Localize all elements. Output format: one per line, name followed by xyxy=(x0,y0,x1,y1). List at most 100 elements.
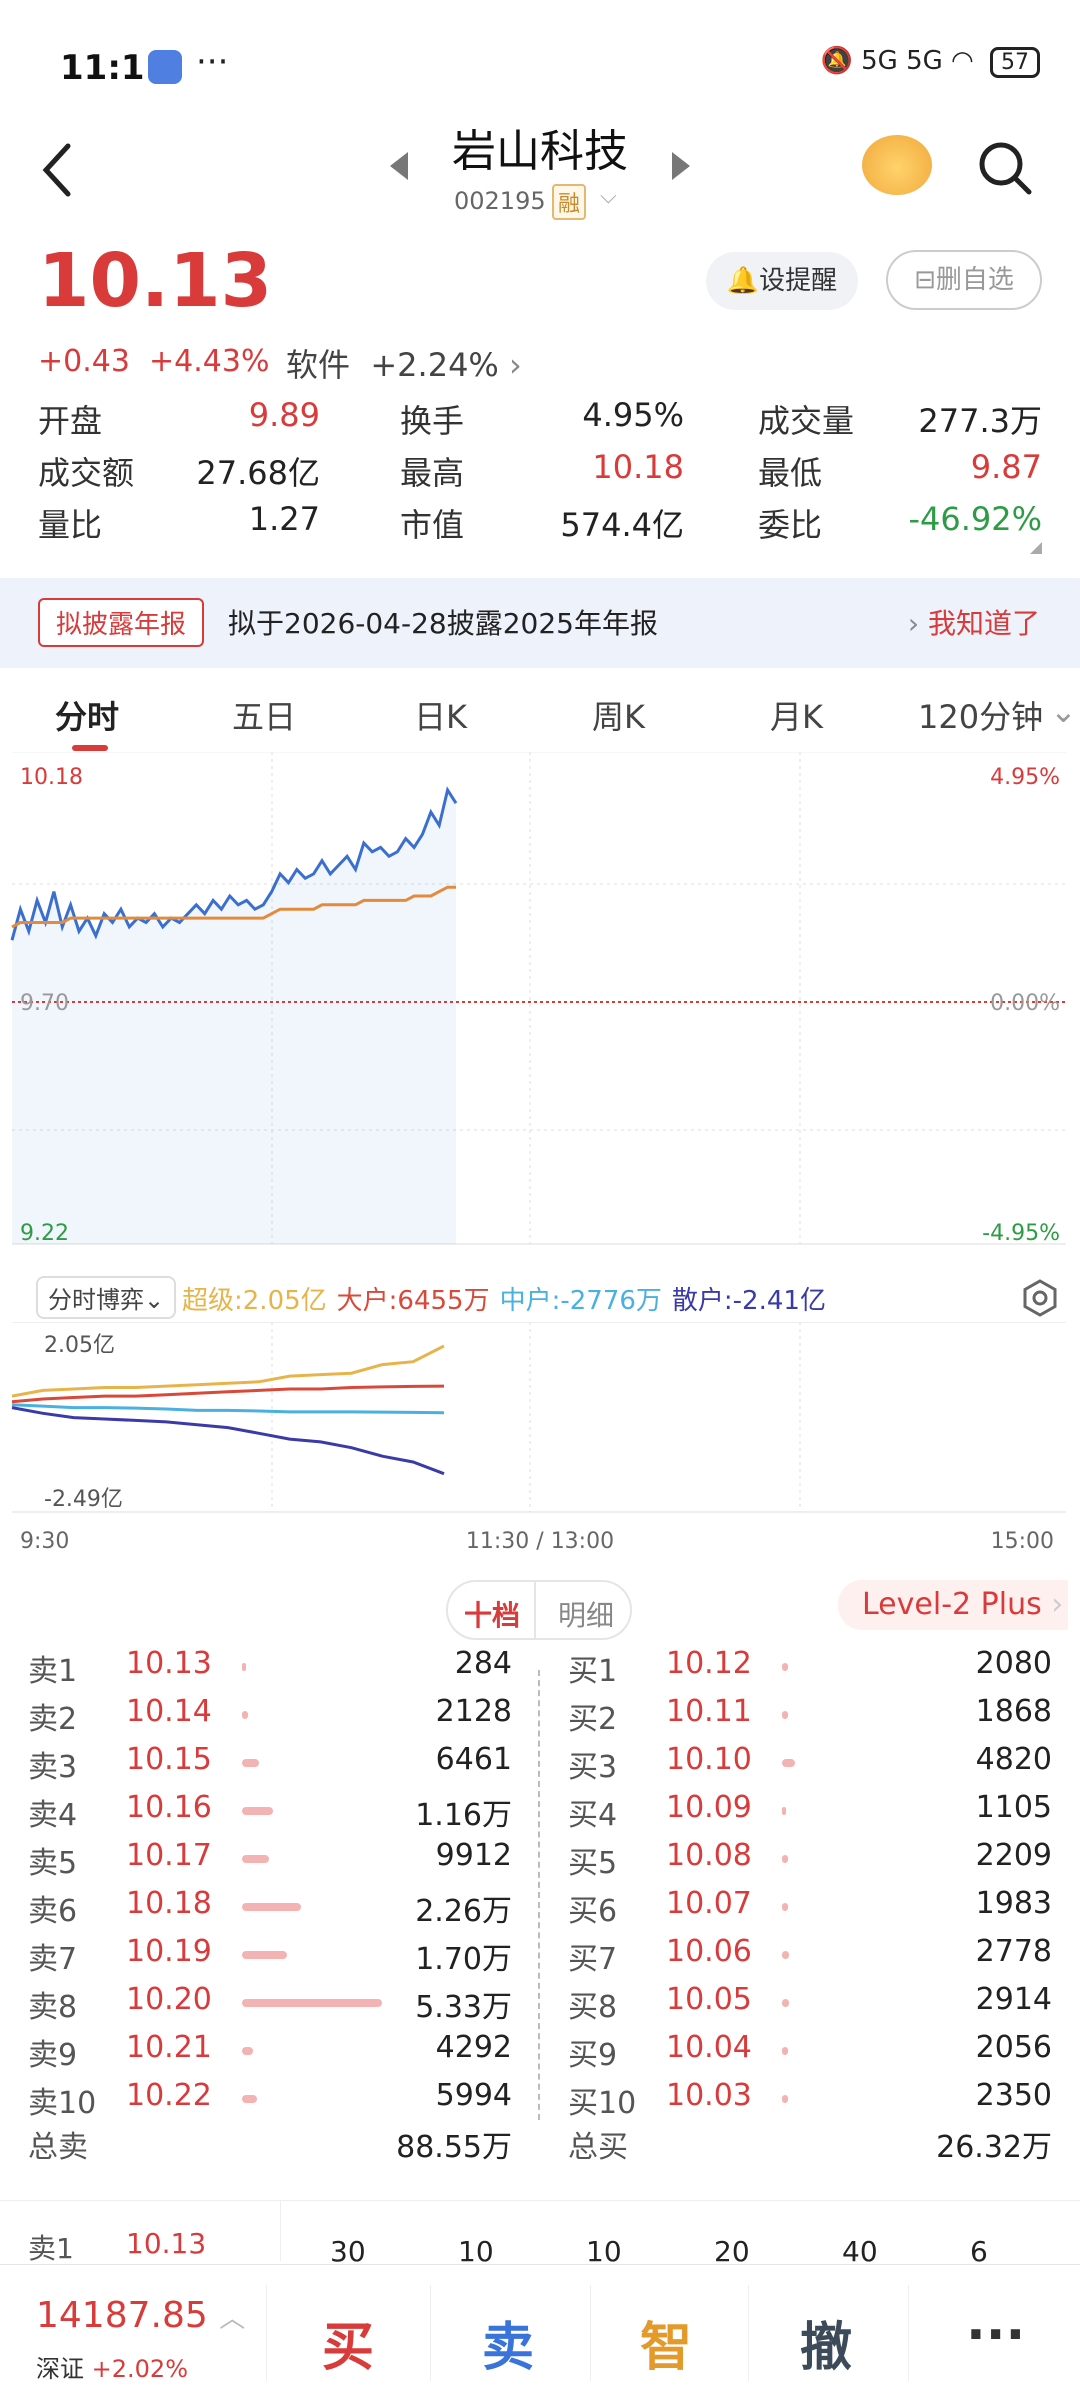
app-notification-icon xyxy=(148,50,182,84)
flow-series-line xyxy=(11,1384,445,1404)
tick-queue-row: 卖1 10.13 30 10 10 20 40 6 xyxy=(0,2200,1080,2268)
volume-bar xyxy=(782,1711,788,1719)
back-icon[interactable] xyxy=(38,140,78,200)
intraday-chart[interactable]: 10.18 9.70 9.22 4.95% 0.00% -4.95% xyxy=(0,752,1080,1272)
ask-row[interactable]: 卖7 10.19 1.70万 xyxy=(28,1934,512,1980)
level2-plus-button[interactable]: Level-2 Plus › xyxy=(838,1580,1068,1630)
bid-row[interactable]: 买9 10.04 2056 xyxy=(568,2030,1052,2076)
remove-watch-label: 删自选 xyxy=(935,265,1014,295)
ask-row[interactable]: 卖1 10.13 284 xyxy=(28,1646,512,1692)
stat-value: 27.68亿 xyxy=(196,454,320,492)
level-label: 卖1 xyxy=(28,1654,78,1689)
more-icon[interactable]: ··· xyxy=(966,2305,1026,2365)
level-label: 买3 xyxy=(568,1750,618,1785)
tick-value: 10 xyxy=(586,2235,622,2268)
bid-row[interactable]: 买7 10.06 2778 xyxy=(568,1934,1052,1980)
orderbook-divider xyxy=(538,1670,540,2120)
ask-row[interactable]: 卖8 10.20 5.33万 xyxy=(28,1982,512,2028)
level-price: 10.20 xyxy=(126,1982,212,2017)
set-reminder-button[interactable]: 🔔设提醒 xyxy=(706,252,858,310)
index-value[interactable]: 14187.85 ︿ xyxy=(36,2295,246,2336)
sector-link[interactable]: 软件 +2.24% › xyxy=(286,340,522,386)
ask-row[interactable]: 卖6 10.18 2.26万 xyxy=(28,1886,512,1932)
level-volume: 4292 xyxy=(435,2030,512,2065)
remove-watchlist-button[interactable]: ⊟删自选 xyxy=(886,250,1042,310)
total-sell-label: 总卖 xyxy=(28,2130,88,2165)
current-price: 10.13 xyxy=(38,238,273,324)
stat-label: 委比 xyxy=(758,506,823,544)
tab-120min[interactable]: 120分钟 xyxy=(918,698,1044,736)
tab-five-day[interactable]: 五日 xyxy=(232,698,297,736)
flow-series-line xyxy=(11,1406,445,1476)
index-name: 深证 xyxy=(36,2355,84,2383)
bid-row[interactable]: 买8 10.05 2914 xyxy=(568,1982,1052,2028)
tab-indicator xyxy=(72,745,108,751)
tab-monthly-k[interactable]: 月K xyxy=(770,698,823,736)
bid-row[interactable]: 买3 10.10 4820 xyxy=(568,1742,1052,1788)
bid-row[interactable]: 买2 10.11 1868 xyxy=(568,1694,1052,1740)
index-name-row: 深证 +2.02% xyxy=(36,2349,188,2384)
stat-label: 换手 xyxy=(400,402,465,440)
level-price: 10.07 xyxy=(666,1886,752,1921)
ask-row[interactable]: 卖4 10.16 1.16万 xyxy=(28,1790,512,1836)
orderbook-tabs: 十档 明细 xyxy=(446,1580,632,1640)
index-change: +2.02% xyxy=(91,2355,188,2383)
change-percent: +4.43% xyxy=(149,344,270,379)
ask-row[interactable]: 卖2 10.14 2128 xyxy=(28,1694,512,1740)
bid-row[interactable]: 买6 10.07 1983 xyxy=(568,1886,1052,1932)
tab-weekly-k[interactable]: 周K xyxy=(592,698,645,736)
level-volume: 4820 xyxy=(975,1742,1052,1777)
level-label: 买7 xyxy=(568,1942,618,1977)
volume-bar xyxy=(242,1759,259,1767)
tab-details[interactable]: 明细 xyxy=(558,1599,615,1632)
ask-row[interactable]: 卖3 10.15 6461 xyxy=(28,1742,512,1788)
stats-row: 成交额 27.68亿 最高 10.18 最低 9.87 xyxy=(38,448,1042,498)
stat-value: 574.4亿 xyxy=(560,506,684,544)
mascot-icon[interactable] xyxy=(862,135,932,195)
ask-row[interactable]: 卖10 10.22 5994 xyxy=(28,2078,512,2124)
chevron-down-icon[interactable]: ⌄ xyxy=(1050,692,1077,730)
stat-label: 市值 xyxy=(400,506,465,544)
search-icon[interactable] xyxy=(975,138,1035,198)
level-price: 10.14 xyxy=(126,1694,212,1729)
total-sell-value: 88.55万 xyxy=(396,2130,512,2165)
sell-button[interactable]: 卖 xyxy=(482,2318,535,2378)
level-volume: 1.16万 xyxy=(415,1798,512,1833)
chevron-down-icon[interactable]: ⌵ xyxy=(600,184,617,209)
smart-button[interactable]: 智 xyxy=(640,2318,693,2378)
ask-row[interactable]: 卖5 10.17 9912 xyxy=(28,1838,512,1884)
total-sell-row: 总卖 88.55万 xyxy=(28,2122,512,2168)
level-label: 买1 xyxy=(568,1654,618,1689)
x-axis-label: 15:00 xyxy=(991,1529,1054,1554)
bid-row[interactable]: 买1 10.12 2080 xyxy=(568,1646,1052,1692)
expand-corner-icon[interactable] xyxy=(1030,542,1042,554)
y-label-low: 9.22 xyxy=(20,1221,69,1246)
tab-intraday[interactable]: 分时 xyxy=(55,698,120,736)
stat-value: 277.3万 xyxy=(918,402,1042,440)
stat-value: 9.87 xyxy=(970,448,1042,486)
dismiss-notice-button[interactable]: › 我知道了 xyxy=(907,607,1040,640)
buy-button[interactable]: 买 xyxy=(322,2318,375,2378)
tick-price: 10.13 xyxy=(126,2227,207,2260)
settings-icon[interactable] xyxy=(1020,1278,1060,1318)
ask-row[interactable]: 卖9 10.21 4292 xyxy=(28,2030,512,2076)
tab-divider xyxy=(534,1582,536,1638)
volume-bar xyxy=(242,2047,254,2055)
margin-badge: 融 xyxy=(552,184,587,220)
tab-daily-k[interactable]: 日K xyxy=(414,698,467,736)
flow-game-dropdown[interactable]: 分时博弈⌄ xyxy=(36,1276,177,1319)
wifi-icon: ◠ xyxy=(951,46,974,76)
change-value: +0.43 xyxy=(38,344,130,379)
bid-row[interactable]: 买5 10.08 2209 xyxy=(568,1838,1052,1884)
cancel-order-button[interactable]: 撤 xyxy=(800,2318,853,2378)
bid-row[interactable]: 买4 10.09 1105 xyxy=(568,1790,1052,1836)
level-volume: 5994 xyxy=(435,2078,512,2113)
prev-stock-icon[interactable] xyxy=(390,152,408,180)
price-area xyxy=(12,790,456,1244)
volume-bar xyxy=(782,1663,788,1671)
level-price: 10.18 xyxy=(126,1886,212,1921)
money-flow-chart[interactable]: 2.05亿 -2.49亿 9:30 11:30 / 13:00 15:00 xyxy=(0,1322,1080,1572)
tab-ten-levels[interactable]: 十档 xyxy=(464,1599,521,1632)
bid-row[interactable]: 买10 10.03 2350 xyxy=(568,2078,1052,2124)
next-stock-icon[interactable] xyxy=(672,152,690,180)
